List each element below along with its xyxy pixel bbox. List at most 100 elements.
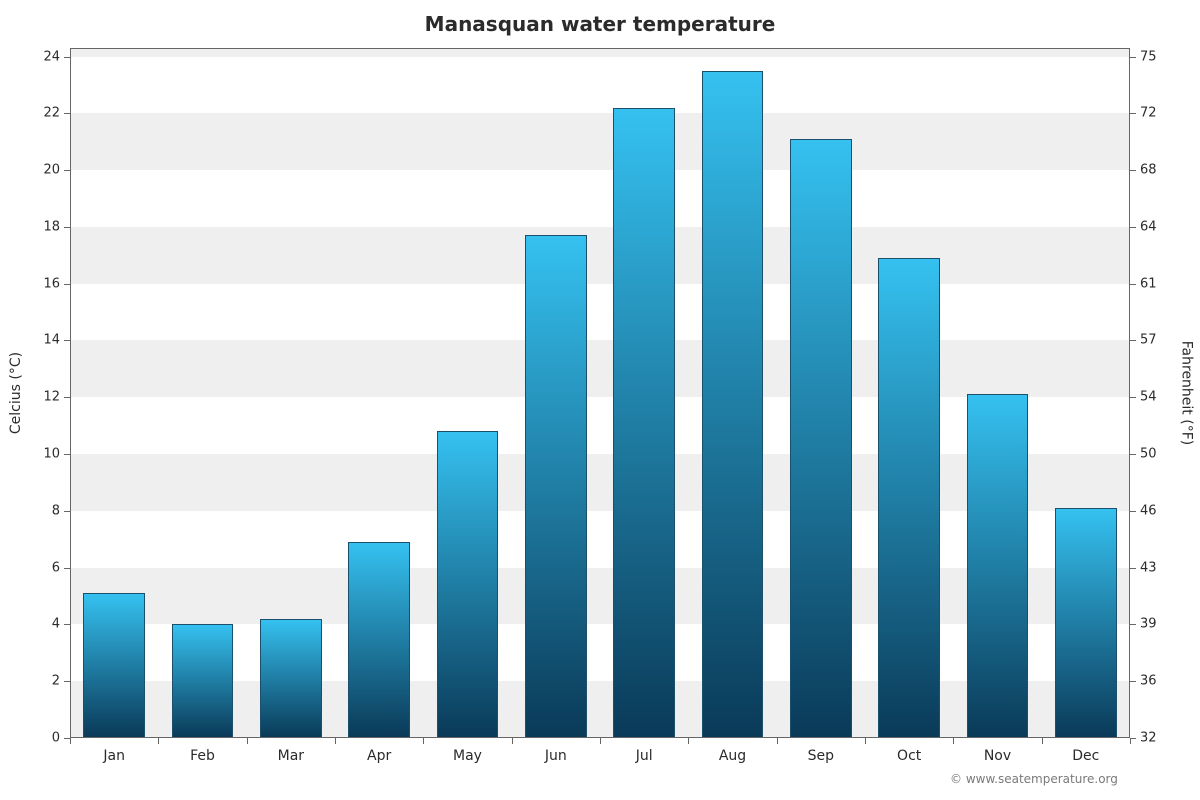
y-left-tick-label: 0 (52, 731, 60, 746)
y-left-tick-label: 2 (52, 674, 60, 689)
grid-band (70, 48, 1130, 57)
bar-jan (83, 593, 145, 738)
y-right-tick-label: 61 (1140, 276, 1157, 291)
bar-mar (260, 619, 322, 738)
x-tick-mark (688, 738, 689, 744)
y-right-tick-label: 68 (1140, 163, 1157, 178)
y-left-tick-label: 12 (43, 390, 60, 405)
bar-apr (348, 542, 410, 738)
grid-band (70, 113, 1130, 170)
bar-sep (790, 139, 852, 738)
y-right-tick-label: 54 (1140, 390, 1157, 405)
x-tick-label: Dec (1072, 748, 1099, 764)
y-right-tick-mark (1130, 170, 1136, 171)
y-axis-right-label: Fahrenheit (°F) (1178, 341, 1194, 445)
x-tick-label: Apr (367, 748, 391, 764)
bar-jul (613, 108, 675, 738)
y-right-tick-label: 46 (1140, 503, 1157, 518)
y-left-tick-label: 10 (43, 447, 60, 462)
y-left-tick-label: 20 (43, 163, 60, 178)
y-left-tick-mark (64, 624, 70, 625)
x-tick-label: Jul (636, 748, 653, 764)
y-left-tick-label: 14 (43, 333, 60, 348)
bar-may (437, 431, 499, 738)
y-left-tick-mark (64, 284, 70, 285)
bar-aug (702, 71, 764, 738)
y-right-tick-mark (1130, 454, 1136, 455)
y-right-tick-mark (1130, 511, 1136, 512)
y-left-tick-label: 8 (52, 503, 60, 518)
y-left-tick-mark (64, 511, 70, 512)
y-right-tick-label: 39 (1140, 617, 1157, 632)
y-right-tick-mark (1130, 624, 1136, 625)
x-tick-label: Mar (278, 748, 304, 764)
x-tick-mark (1130, 738, 1131, 744)
x-tick-mark (423, 738, 424, 744)
y-right-tick-mark (1130, 113, 1136, 114)
grid-band (70, 170, 1130, 227)
x-tick-label: Feb (190, 748, 215, 764)
y-right-tick-mark (1130, 227, 1136, 228)
grid-band (70, 340, 1130, 397)
x-tick-mark (70, 738, 71, 744)
x-tick-label: Jun (545, 748, 567, 764)
y-left-tick-mark (64, 227, 70, 228)
y-right-tick-label: 36 (1140, 674, 1157, 689)
y-right-tick-label: 57 (1140, 333, 1157, 348)
x-tick-label: Jan (103, 748, 125, 764)
y-right-tick-label: 72 (1140, 106, 1157, 121)
y-left-tick-label: 6 (52, 560, 60, 575)
y-left-tick-mark (64, 397, 70, 398)
x-tick-mark (1042, 738, 1043, 744)
y-left-tick-mark (64, 568, 70, 569)
water-temperature-chart: Manasquan water temperature Celcius (°C)… (0, 0, 1200, 800)
y-right-tick-mark (1130, 284, 1136, 285)
bar-dec (1055, 508, 1117, 738)
y-right-tick-label: 75 (1140, 49, 1157, 64)
y-left-tick-label: 4 (52, 617, 60, 632)
y-left-tick-mark (64, 340, 70, 341)
grid-band (70, 227, 1130, 284)
y-right-tick-mark (1130, 681, 1136, 682)
x-tick-mark (865, 738, 866, 744)
bar-oct (878, 258, 940, 738)
y-right-tick-label: 64 (1140, 219, 1157, 234)
y-right-tick-mark (1130, 57, 1136, 58)
y-right-tick-label: 43 (1140, 560, 1157, 575)
bar-feb (172, 624, 234, 738)
credit-text: © www.seatemperature.org (950, 772, 1118, 786)
y-left-tick-label: 22 (43, 106, 60, 121)
y-left-tick-label: 24 (43, 49, 60, 64)
grid-band (70, 284, 1130, 341)
y-right-tick-mark (1130, 397, 1136, 398)
x-tick-label: Sep (808, 748, 834, 764)
x-tick-mark (953, 738, 954, 744)
bar-nov (967, 394, 1029, 738)
y-left-tick-label: 18 (43, 219, 60, 234)
y-axis-left-label: Celcius (°C) (8, 352, 24, 434)
x-tick-label: Oct (897, 748, 921, 764)
y-right-tick-label: 50 (1140, 447, 1157, 462)
x-tick-mark (335, 738, 336, 744)
y-left-tick-mark (64, 57, 70, 58)
x-tick-mark (777, 738, 778, 744)
x-tick-label: Aug (719, 748, 746, 764)
y-right-tick-mark (1130, 568, 1136, 569)
y-left-tick-mark (64, 454, 70, 455)
y-right-tick-mark (1130, 340, 1136, 341)
y-left-tick-mark (64, 170, 70, 171)
chart-title: Manasquan water temperature (0, 12, 1200, 36)
plot-area (70, 48, 1130, 738)
y-left-tick-label: 16 (43, 276, 60, 291)
x-tick-mark (512, 738, 513, 744)
bar-jun (525, 235, 587, 738)
y-left-tick-mark (64, 681, 70, 682)
x-tick-label: Nov (984, 748, 1011, 764)
y-left-tick-mark (64, 113, 70, 114)
x-tick-mark (600, 738, 601, 744)
x-tick-mark (158, 738, 159, 744)
grid-band (70, 57, 1130, 114)
y-right-tick-label: 32 (1140, 731, 1157, 746)
x-tick-mark (247, 738, 248, 744)
x-tick-label: May (453, 748, 482, 764)
